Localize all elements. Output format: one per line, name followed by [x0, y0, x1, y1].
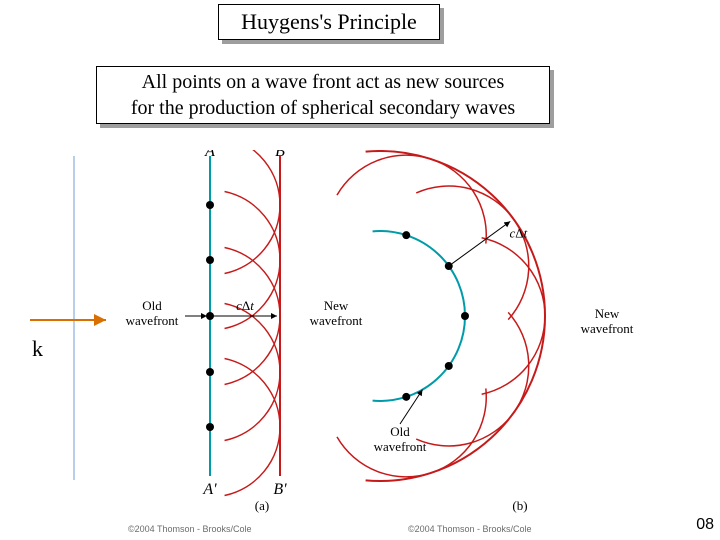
copyright-a-text: ©2004 Thomson - Brooks/Cole: [128, 524, 252, 534]
svg-text:New: New: [324, 298, 349, 313]
copyright-b: ©2004 Thomson - Brooks/Cole: [408, 524, 532, 534]
page-number-text: 08: [696, 516, 714, 533]
svg-text:wavefront: wavefront: [581, 321, 634, 336]
title-box: Huygens's Principle: [218, 4, 440, 40]
k-label: k: [32, 336, 43, 362]
svg-text:A': A': [202, 481, 217, 498]
subtitle-line1: All points on a wave front act as new so…: [142, 71, 505, 93]
svg-text:cΔt: cΔt: [510, 226, 528, 241]
svg-text:wavefront: wavefront: [126, 313, 179, 328]
svg-text:B: B: [275, 150, 285, 160]
diagram-area: AA'BB'OldwavefrontcΔtNewwavefront(a)cΔtO…: [0, 150, 720, 520]
title-text: Huygens's Principle: [241, 9, 417, 34]
subtitle-box: All points on a wave front act as new so…: [96, 66, 550, 124]
copyright-a: ©2004 Thomson - Brooks/Cole: [128, 524, 252, 534]
svg-text:B': B': [273, 481, 287, 498]
svg-text:Old: Old: [390, 424, 410, 439]
svg-text:Old: Old: [142, 298, 162, 313]
svg-text:A: A: [204, 150, 215, 160]
svg-text:cΔt: cΔt: [236, 298, 254, 313]
k-text: k: [32, 336, 43, 361]
svg-text:New: New: [595, 306, 620, 321]
svg-text:(a): (a): [255, 498, 269, 513]
subtitle-line2: for the production of spherical secondar…: [131, 97, 515, 119]
huygens-diagram: AA'BB'OldwavefrontcΔtNewwavefront(a)cΔtO…: [0, 150, 720, 520]
svg-text:(b): (b): [512, 498, 527, 513]
page-number: 08: [696, 516, 714, 534]
svg-text:wavefront: wavefront: [310, 313, 363, 328]
svg-text:wavefront: wavefront: [374, 439, 427, 454]
copyright-b-text: ©2004 Thomson - Brooks/Cole: [408, 524, 532, 534]
